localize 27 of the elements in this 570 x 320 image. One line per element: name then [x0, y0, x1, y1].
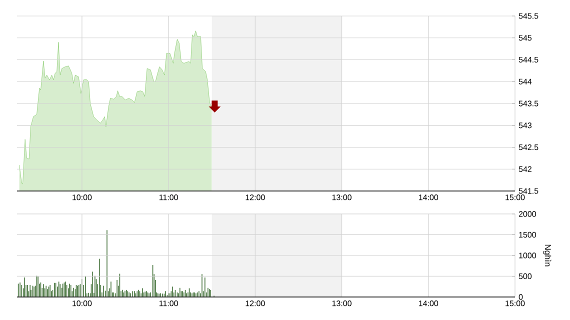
x-tick-label: 10:00 — [72, 300, 92, 306]
y-tick-label: 2000 — [518, 211, 536, 217]
y-tick-label: 545.5 — [518, 13, 538, 19]
y-tick-label: 543.5 — [518, 100, 538, 106]
x-tick-label: 10:00 — [72, 194, 92, 200]
y-tick-label: 542 — [518, 166, 532, 172]
y-axis-title: Nghìn — [543, 244, 552, 266]
y-tick-label: 541.5 — [518, 188, 538, 194]
x-tick-label: 14:00 — [418, 194, 438, 200]
y-tick-label: 543 — [518, 122, 532, 128]
x-tick-label: 11:00 — [159, 300, 178, 306]
y-tick-label: 544 — [518, 78, 532, 84]
x-tick-label: 13:00 — [332, 300, 352, 306]
x-tick-label: 12:00 — [246, 194, 265, 200]
y-tick-label: 1500 — [519, 232, 536, 238]
y-tick-label: 545 — [518, 35, 532, 41]
x-tick-label: 12:00 — [246, 300, 265, 306]
x-tick-label: 13:00 — [332, 194, 352, 200]
x-tick-label: 14:00 — [418, 300, 438, 306]
x-tick-label: 15:00 — [506, 300, 525, 306]
x-tick-label: 15:00 — [506, 194, 525, 200]
x-tick-label: 11:00 — [159, 194, 178, 200]
y-tick-label: 0 — [518, 294, 523, 300]
y-tick-label: 500 — [518, 273, 532, 280]
y-tick-label: 1000 — [519, 252, 536, 258]
y-tick-label: 544.5 — [518, 56, 538, 63]
y-tick-label: 542.5 — [518, 144, 538, 150]
